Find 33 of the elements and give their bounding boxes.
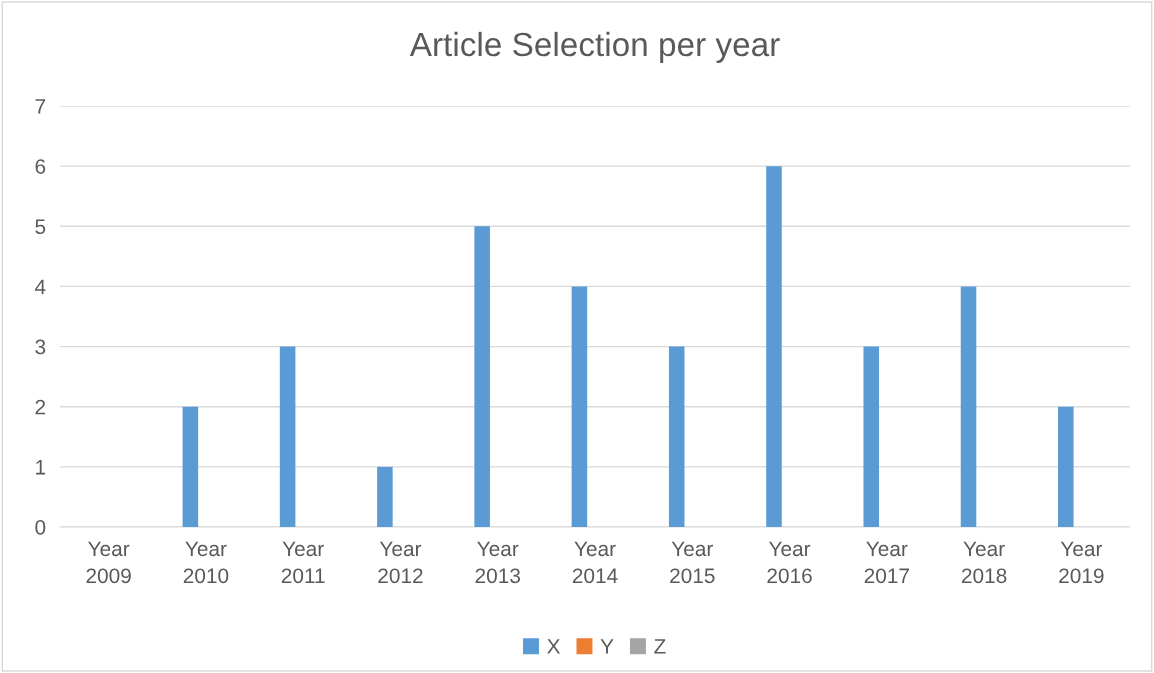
legend-label: Z <box>654 639 666 654</box>
chart-title: Article Selection per year <box>409 31 780 63</box>
bar <box>960 286 977 527</box>
bar <box>668 346 685 527</box>
bar <box>571 286 588 527</box>
x-tick-label: Year 2018 <box>961 541 1007 584</box>
y-tick-label: 5 <box>35 219 46 235</box>
x-tick-label: Year 2013 <box>475 541 520 584</box>
x-tick-label: Year 2011 <box>281 541 325 584</box>
y-tick-label: 7 <box>35 99 46 114</box>
bar <box>766 166 782 527</box>
legend-label: Y <box>600 639 614 654</box>
x-tick-label: Year 2012 <box>378 541 423 584</box>
y-tick-label: 1 <box>36 460 46 475</box>
bar <box>863 346 880 527</box>
y-tick-label: 3 <box>35 339 46 355</box>
x-tick-label: Year 2014 <box>572 541 618 584</box>
bar <box>377 466 393 527</box>
y-tick-label: 4 <box>35 279 46 294</box>
bar <box>279 346 296 527</box>
y-tick-label: 2 <box>35 399 46 415</box>
x-tick-label: Year 2015 <box>670 541 715 584</box>
x-tick-label: Year 2016 <box>767 541 812 584</box>
bar <box>1058 406 1074 527</box>
y-tick-label: 6 <box>35 159 46 174</box>
bar <box>182 406 199 527</box>
bar <box>474 226 490 527</box>
y-tick-label: 0 <box>35 520 46 535</box>
x-tick-label: Year 2019 <box>1059 541 1104 584</box>
x-tick-label: Year 2017 <box>864 541 909 584</box>
legend-label: X <box>547 639 561 654</box>
x-tick-label: Year 2010 <box>183 541 229 584</box>
x-tick-label: Year 2009 <box>86 541 131 584</box>
